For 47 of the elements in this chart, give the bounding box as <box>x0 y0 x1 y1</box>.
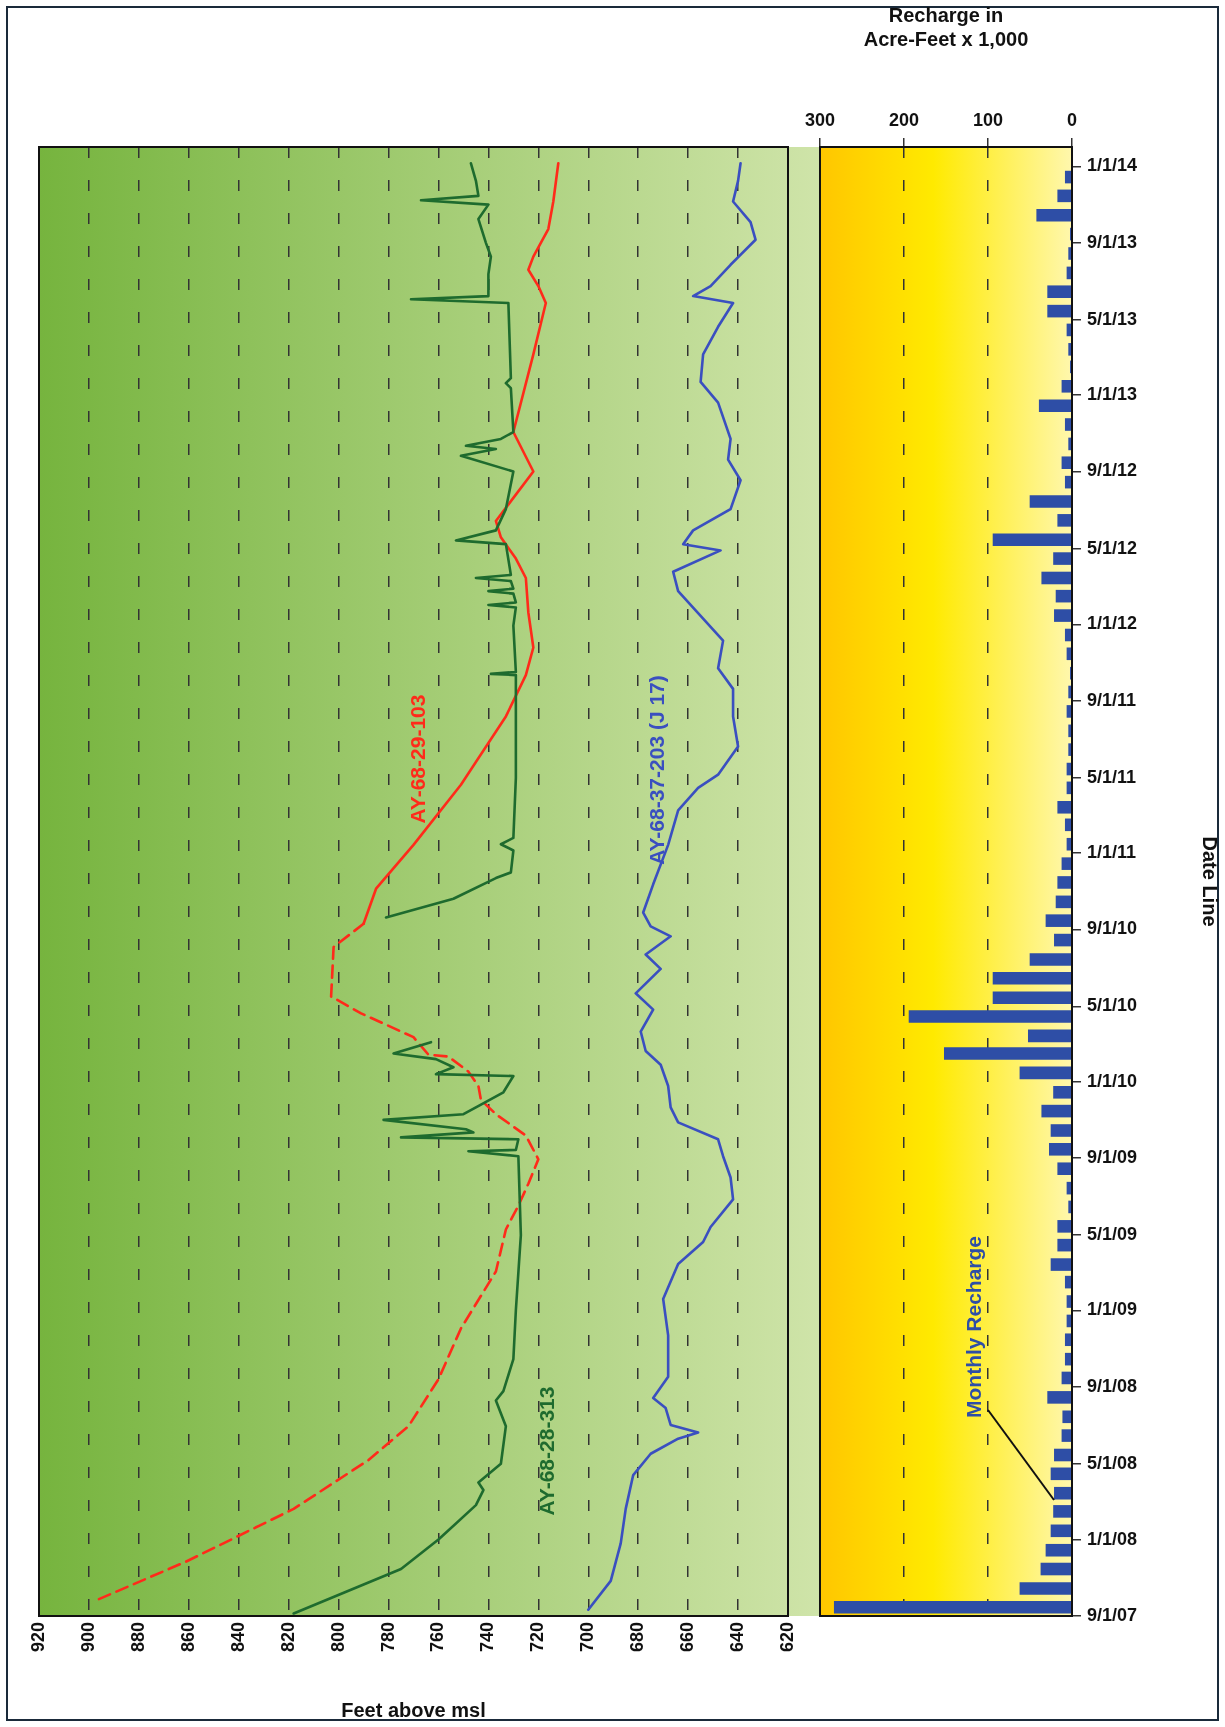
x-tick-label: 820 <box>277 1622 298 1653</box>
y-tick-label: 5/1/11 <box>1087 766 1137 787</box>
x-tick-label: 760 <box>427 1622 448 1653</box>
y-tick-label: 9/1/09 <box>1087 1147 1138 1168</box>
x-tick-label: 700 <box>577 1622 598 1653</box>
x-tick-label: 200 <box>888 110 920 131</box>
y-tick-label: 1/1/08 <box>1087 1528 1138 1549</box>
x-tick-label: 860 <box>177 1622 198 1653</box>
y-tick-label: 5/1/13 <box>1087 308 1138 329</box>
y-tick-label: 1/1/14 <box>1087 155 1138 176</box>
y-tick-label: 9/1/07 <box>1087 1604 1138 1625</box>
text: AY-68-29-103 <box>405 694 429 824</box>
y-tick-label: 1/1/10 <box>1087 1070 1138 1091</box>
y-tick-label: 1/1/09 <box>1087 1299 1138 1320</box>
x-tick-label: 800 <box>327 1622 348 1653</box>
annotation: Monthly Recharge <box>961 1235 985 1419</box>
y-tick-label: 9/1/13 <box>1087 231 1138 252</box>
y-tick-label: 5/1/10 <box>1087 995 1138 1016</box>
y-axis-title: Date Line <box>1199 836 1222 927</box>
x-tick-label: 660 <box>677 1622 698 1653</box>
y-tick-label: 5/1/09 <box>1087 1224 1138 1245</box>
x-tick-label: 0 <box>1066 110 1078 131</box>
y-tick-label: 9/1/11 <box>1087 689 1137 710</box>
x-axis-title: Feet above msl <box>341 1698 486 1721</box>
x-tick-label: 900 <box>77 1622 98 1653</box>
x-tick-label: 640 <box>727 1622 748 1653</box>
x-tick-label: 300 <box>804 110 836 131</box>
x-tick-label: 740 <box>477 1622 498 1653</box>
y-tick-label: 9/1/10 <box>1087 918 1138 939</box>
x-tick-label: 620 <box>776 1622 797 1653</box>
x-axis-title: Recharge in Acre-Feet x 1,000 <box>863 3 1029 50</box>
x-tick-label: 880 <box>127 1622 148 1653</box>
x-tick-label: 680 <box>627 1622 648 1653</box>
y-tick-label: 5/1/12 <box>1087 537 1138 558</box>
y-tick-label: 1/1/13 <box>1087 384 1138 405</box>
y-tick-label: 9/1/08 <box>1087 1375 1138 1396</box>
x-tick-label: 720 <box>527 1622 548 1653</box>
x-tick-label: 780 <box>377 1622 398 1653</box>
y-tick-label: 5/1/08 <box>1087 1452 1138 1473</box>
x-tick-label: 920 <box>27 1622 48 1653</box>
y-tick-label: 9/1/12 <box>1087 460 1138 481</box>
text: AY-68-28-313 <box>534 1386 558 1516</box>
x-tick-label: 840 <box>227 1622 248 1653</box>
y-tick-label: 1/1/11 <box>1087 841 1137 862</box>
x-tick-label: 100 <box>972 110 1004 131</box>
y-tick-label: 1/1/12 <box>1087 613 1138 634</box>
text: AY-68-37-203 (J 17) <box>644 675 668 865</box>
